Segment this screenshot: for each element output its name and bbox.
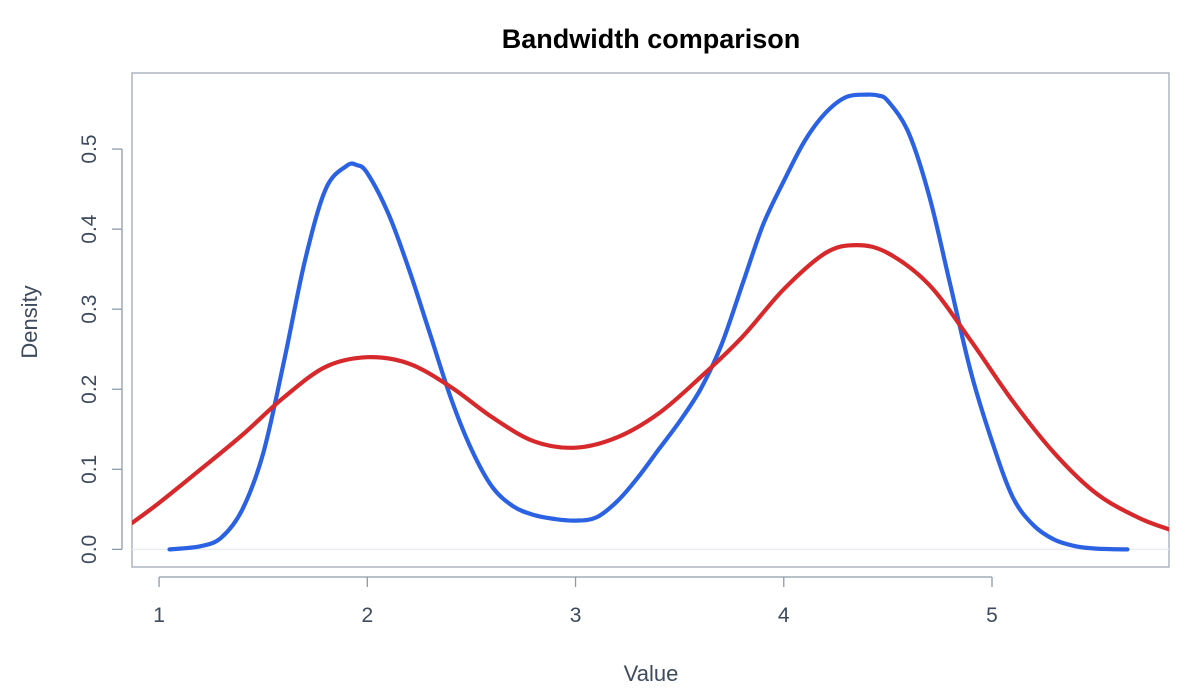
y-tick-label: 0.4: [78, 214, 101, 244]
series-line-1: [167, 92, 1130, 552]
y-axis: 0.0 0.1 0.2 0.3 0.4 0.5: [78, 134, 123, 564]
x-tick-label: 4: [778, 604, 790, 627]
y-tick-label: 0.2: [78, 375, 101, 404]
plot-frame: [131, 72, 1170, 568]
y-tick-label: 0.5: [78, 134, 101, 163]
y-tick-label: 0.0: [78, 535, 101, 564]
x-axis: 1 2 3 4 5: [153, 576, 998, 627]
x-tick-label: 1: [153, 604, 165, 627]
y-tick-label: 0.1: [78, 455, 101, 484]
x-axis-label: Value: [624, 661, 679, 686]
y-axis-label: Density: [17, 285, 42, 358]
series-line-2: [132, 243, 1169, 532]
chart-title: Bandwidth comparison: [502, 24, 801, 54]
y-tick-label: 0.3: [78, 295, 101, 324]
x-tick-label: 2: [361, 604, 373, 627]
x-tick-label: 3: [570, 604, 582, 627]
series-curves: [132, 92, 1169, 552]
x-tick-label: 5: [986, 604, 998, 627]
